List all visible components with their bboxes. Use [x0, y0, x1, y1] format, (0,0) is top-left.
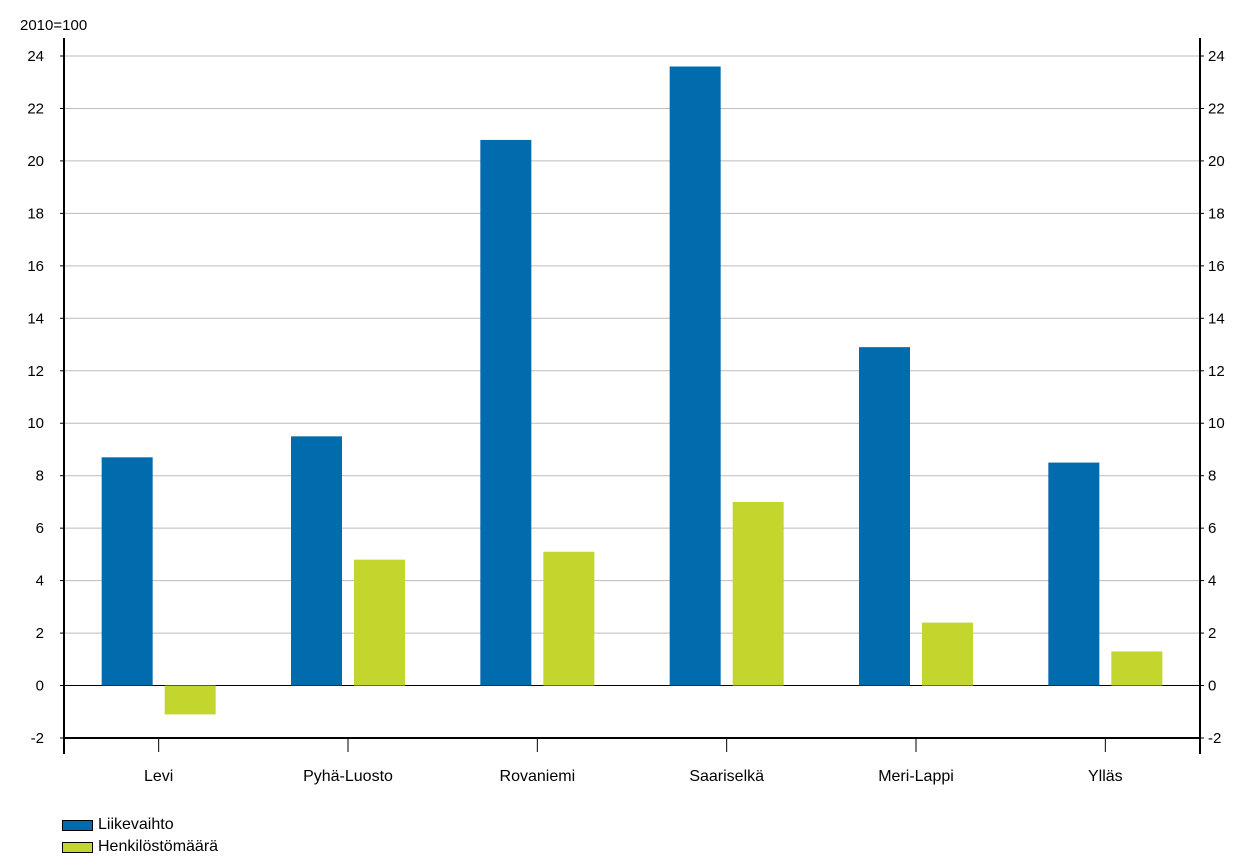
y-tick-label-left: 10 [27, 415, 44, 432]
x-category-label: Levi [144, 768, 173, 785]
legend: Liikevaihto Henkilöstömäärä [62, 814, 218, 858]
legend-item-series-2: Henkilöstömäärä [62, 836, 218, 858]
x-category-label: Saariselkä [689, 768, 764, 785]
y-tick-label-left: 18 [27, 205, 44, 222]
y-tick-label-right: 16 [1208, 258, 1225, 275]
legend-label-series-1: Liikevaihto [98, 816, 174, 833]
x-category-label: Meri-Lappi [878, 768, 954, 785]
y-tick-label-right: 2 [1208, 625, 1216, 642]
y-tick-label-right: 6 [1208, 520, 1216, 537]
y-tick-label-right: 12 [1208, 363, 1225, 380]
x-category-labels: Levi Pyhä-Luosto Rovaniemi Saariselkä Meri-L… [144, 768, 1123, 785]
legend-label-series-2: Henkilöstömäärä [98, 838, 219, 855]
y-tick-label-left: 20 [27, 153, 44, 170]
x-category-label: Rovaniemi [500, 768, 576, 785]
y-tick-label-right: 20 [1208, 153, 1225, 170]
y-tick-label-left: 8 [36, 468, 44, 485]
x-category-label: Pyhä-Luosto [303, 768, 393, 785]
y-tick-label-right: 24 [1208, 48, 1225, 65]
y-tick-label-left: 24 [27, 48, 44, 65]
bar-series-2 [732, 501, 784, 686]
bars [101, 66, 1163, 715]
bar-series-2 [354, 559, 405, 686]
legend-swatch-series-1 [62, 819, 93, 831]
y-tick-label-left: 22 [27, 100, 44, 117]
y-tick-label-left: 4 [36, 573, 44, 590]
bar-series-1 [669, 66, 721, 686]
y-tick-label-right: 10 [1208, 415, 1225, 432]
y-tick-label-left: -2 [31, 730, 44, 747]
y-tick-label-right: 8 [1208, 468, 1216, 485]
y-tick-label-left: 2 [36, 625, 44, 642]
y-tick-label-right: 14 [1208, 310, 1225, 327]
bar-series-1 [101, 457, 153, 686]
y-tick-label-right: 18 [1208, 205, 1225, 222]
y-tick-label-left: 12 [27, 363, 44, 380]
bar-series-2 [164, 685, 216, 715]
legend-item-series-1: Liikevaihto [62, 814, 218, 836]
y-tick-label-right: 22 [1208, 100, 1225, 117]
y-tick-label-left: 14 [27, 310, 44, 327]
legend-swatch-series-2 [62, 841, 93, 853]
y-tick-label-right: -2 [1208, 730, 1221, 747]
bar-series-1 [480, 139, 532, 686]
y-tick-label-left: 0 [36, 678, 44, 695]
y-tick-label-left: 16 [27, 258, 44, 275]
y-tick-label-right: 0 [1208, 678, 1216, 695]
bar-series-1 [291, 436, 342, 686]
y-tick-label-right: 4 [1208, 573, 1216, 590]
bar-series-2 [1111, 651, 1163, 686]
y-axis-unit-label: 2010=100 [20, 17, 87, 34]
bar-series-2 [543, 551, 595, 686]
x-category-label: Ylläs [1088, 768, 1123, 785]
bar-series-1 [1048, 462, 1100, 686]
axes [60, 38, 1204, 754]
bar-series-2 [922, 622, 973, 686]
bar-series-1 [859, 347, 910, 686]
y-tick-label-left: 6 [36, 520, 44, 537]
gridlines [64, 55, 1200, 739]
